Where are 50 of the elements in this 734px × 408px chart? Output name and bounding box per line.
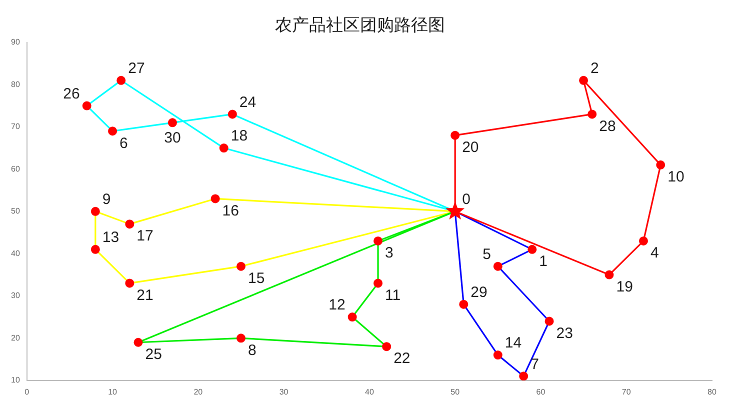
- y-tick-label: 20: [10, 333, 20, 342]
- annotation: 1: [539, 253, 548, 270]
- annotation: 14: [504, 334, 522, 352]
- annotation: 7: [530, 356, 539, 373]
- annotation: 13: [102, 229, 120, 246]
- x-tick-label: 50: [450, 387, 460, 396]
- annotation: 12: [328, 296, 346, 314]
- annotation: 30: [164, 129, 181, 146]
- x-tick-label: 20: [194, 387, 204, 396]
- y-tick-label: 60: [10, 164, 20, 174]
- x-tick-label: 0: [24, 387, 30, 396]
- annotation: 24: [239, 94, 256, 111]
- y-tick-label: 90: [10, 38, 20, 47]
- annotation: 23: [556, 324, 573, 342]
- annotation: 3: [385, 244, 394, 262]
- annotation: 11: [385, 286, 401, 304]
- x-tick-label: 30: [279, 387, 289, 396]
- annotation: 2: [590, 60, 599, 78]
- annotation: 6: [120, 134, 128, 152]
- x-tick-label: 10: [108, 387, 118, 396]
- annotation: 27: [128, 60, 145, 78]
- annotation: 0: [462, 191, 470, 208]
- annotation: 9: [102, 191, 111, 208]
- y-tick-label: 70: [10, 122, 20, 132]
- annotation: 29: [470, 284, 488, 301]
- annotation: 19: [616, 278, 633, 296]
- annotation: 16: [222, 202, 239, 220]
- annotation: 4: [650, 244, 659, 262]
- y-tick-label: 30: [10, 291, 20, 300]
- x-tick-label: 60: [536, 387, 546, 396]
- annotation: 17: [136, 228, 154, 245]
- annotation: 18: [230, 128, 248, 145]
- x-tick-label: 80: [708, 387, 717, 396]
- annotation: 15: [248, 270, 265, 287]
- annotation: 5: [482, 246, 491, 263]
- annotation: 25: [145, 346, 162, 364]
- annotation: 10: [668, 168, 684, 186]
- chart-title: 农产品社区团购路径图: [275, 16, 445, 36]
- annotation: 26: [63, 85, 80, 102]
- annotation: 22: [394, 350, 410, 368]
- annotation: 8: [248, 342, 256, 359]
- y-tick-label: 80: [10, 80, 20, 89]
- annotation: 20: [462, 138, 479, 156]
- x-tick-label: 70: [622, 387, 632, 396]
- y-tick-label: 10: [10, 376, 20, 385]
- annotation: 21: [136, 286, 154, 304]
- y-tick-label: 50: [10, 206, 20, 216]
- annotation: 28: [599, 118, 616, 135]
- y-tick-label: 40: [10, 248, 20, 258]
- x-tick-label: 40: [364, 387, 374, 396]
